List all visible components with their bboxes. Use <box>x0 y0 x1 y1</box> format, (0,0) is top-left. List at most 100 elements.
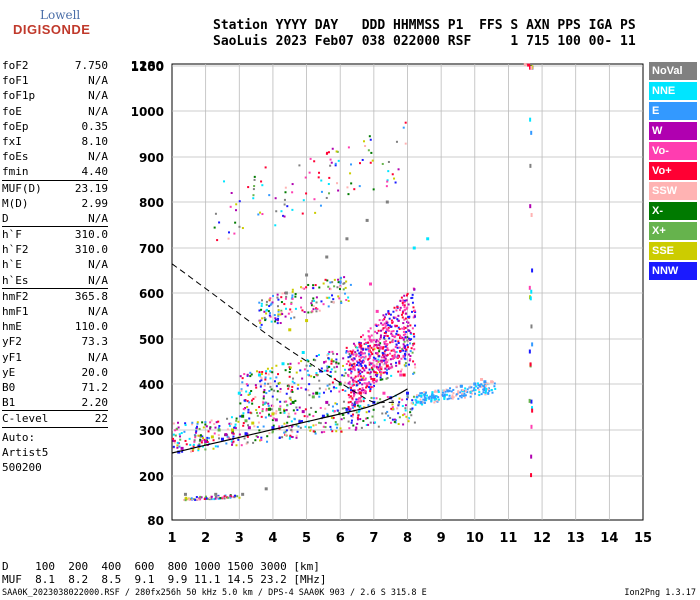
echo-point <box>237 438 240 441</box>
echo-point <box>364 378 367 381</box>
echo-point <box>262 403 265 406</box>
echo-point <box>304 388 307 391</box>
echo-point <box>284 433 287 436</box>
echo-point <box>260 439 263 442</box>
echo-point <box>195 430 198 433</box>
echo-point <box>310 375 313 378</box>
echo-point <box>283 409 286 412</box>
echo-point <box>493 382 496 385</box>
echo-point <box>271 367 274 370</box>
echo-point <box>404 345 407 348</box>
echo-point <box>290 420 293 423</box>
echo-point <box>347 382 350 385</box>
echo-point <box>198 497 201 500</box>
echo-point <box>355 360 358 363</box>
echo-point <box>195 427 198 430</box>
echo-point <box>250 373 253 376</box>
echo-point <box>346 186 349 189</box>
echo-point <box>384 345 387 348</box>
echo-point <box>194 431 197 434</box>
echo-point <box>405 299 408 302</box>
echo-point <box>375 352 378 355</box>
echo-point <box>358 358 361 361</box>
data-point-nne <box>301 351 305 354</box>
echo-point <box>328 358 331 361</box>
echo-point <box>376 347 379 350</box>
echo-point <box>397 168 400 171</box>
echo-point <box>308 171 311 174</box>
echo-point <box>372 339 375 342</box>
echo-point <box>436 390 439 393</box>
echo-point <box>243 399 246 402</box>
echo-point <box>350 391 353 394</box>
param-label: C-level <box>2 412 49 426</box>
echo-point <box>277 382 280 385</box>
echo-point <box>291 294 294 297</box>
echo-point <box>330 428 333 431</box>
echo-point <box>394 316 397 319</box>
echo-point <box>322 425 325 428</box>
echo-point <box>389 352 392 355</box>
echo-point <box>350 358 353 361</box>
echo-point <box>269 297 272 300</box>
echo-point <box>407 329 410 332</box>
echo-point <box>437 389 440 392</box>
data-point-nnw <box>220 437 224 441</box>
echo-point <box>263 384 266 387</box>
echo-point <box>208 498 211 501</box>
echo-point <box>367 348 370 351</box>
echo-point <box>344 372 347 375</box>
echo-point <box>345 346 348 349</box>
echo-point <box>384 367 387 370</box>
echo-point <box>185 498 188 501</box>
echo-point <box>422 393 425 396</box>
echo-point <box>397 370 400 373</box>
echo-point <box>255 435 258 438</box>
echo-point <box>301 212 304 215</box>
echo-point <box>380 360 383 363</box>
echo-point <box>411 327 414 330</box>
echo-point <box>386 335 389 338</box>
echo-point <box>409 408 412 411</box>
echo-point <box>383 334 386 337</box>
echo-point <box>475 385 478 388</box>
echo-point <box>258 371 261 374</box>
data-point-vo <box>527 63 531 67</box>
echo-point <box>345 298 348 301</box>
echo-point <box>329 370 332 373</box>
param-row: yF1 N/A <box>2 350 108 365</box>
echo-point <box>349 172 352 175</box>
echo-point <box>261 184 264 187</box>
echo-point <box>463 392 466 395</box>
param-row: B0 71.2 <box>2 380 108 395</box>
echo-point <box>351 383 354 386</box>
echo-point <box>358 400 361 403</box>
echo-point <box>375 345 378 348</box>
param-value: N/A <box>88 150 108 164</box>
echo-point <box>301 420 304 423</box>
echo-point <box>361 387 364 390</box>
echo-point <box>209 426 212 429</box>
echo-point <box>279 390 282 393</box>
param-label: fmin <box>2 165 29 179</box>
echo-point <box>183 498 186 501</box>
echo-point <box>223 180 226 183</box>
echo-point <box>391 354 394 357</box>
echo-point <box>328 296 331 299</box>
echo-point <box>288 371 291 374</box>
echo-point <box>386 347 389 350</box>
echo-point <box>361 352 364 355</box>
echo-point <box>376 379 379 382</box>
echo-point <box>354 344 357 347</box>
echo-point <box>340 300 343 303</box>
echo-point <box>396 407 399 410</box>
param-label: D <box>2 211 9 225</box>
param-row: MUF(D) 23.19 <box>2 181 108 196</box>
echo-point <box>401 398 404 401</box>
echo-point <box>254 384 257 387</box>
echo-point <box>353 362 356 365</box>
echo-point <box>364 357 367 360</box>
echo-point <box>334 162 337 165</box>
echo-point <box>306 369 309 372</box>
echo-point <box>396 333 399 336</box>
